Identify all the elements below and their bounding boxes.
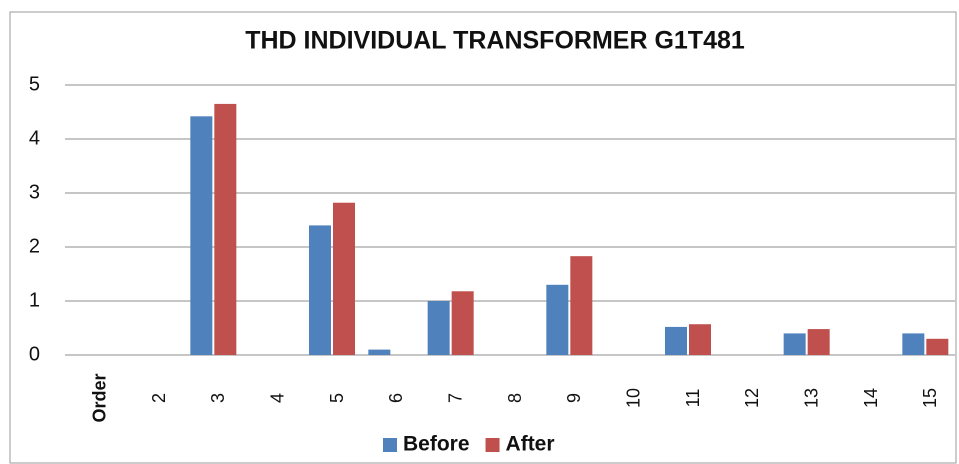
bar (427, 301, 450, 355)
bar (570, 256, 593, 355)
x-tick-label: 8 (505, 393, 525, 403)
bar (546, 284, 569, 355)
y-tick-label: 1 (29, 289, 40, 311)
bar (309, 225, 331, 355)
legend-swatch (383, 438, 397, 452)
chart-title: THD INDIVIDUAL TRANSFORMER G1T481 (245, 27, 745, 55)
bar (333, 202, 355, 355)
bar (926, 338, 949, 355)
bar (689, 324, 711, 355)
x-tick-label: 6 (386, 393, 406, 403)
bar (783, 333, 806, 355)
x-tick-label: Order (89, 373, 109, 422)
y-tick-label: 2 (29, 235, 40, 257)
x-tick-label: 2 (149, 393, 169, 403)
x-tick-label: 12 (742, 388, 762, 408)
legend-swatch (485, 438, 500, 452)
bar (368, 349, 391, 355)
x-tick-label: 3 (208, 393, 228, 403)
bar (665, 326, 687, 355)
bar (214, 103, 237, 356)
x-tick-label: 11 (683, 389, 703, 408)
y-tick-label: 5 (29, 73, 40, 95)
x-tick-label: 5 (327, 393, 347, 403)
y-tick-label: 4 (29, 127, 40, 149)
chart-frame (9, 11, 957, 464)
y-tick-label: 3 (29, 181, 40, 203)
y-tick-label: 0 (29, 343, 40, 365)
x-tick-label: 13 (801, 388, 821, 408)
x-tick-label: 4 (267, 393, 287, 403)
bar (807, 329, 830, 355)
x-tick-label: 15 (920, 388, 940, 408)
bar (451, 291, 474, 355)
x-tick-label: 9 (564, 393, 584, 403)
bar (190, 116, 213, 355)
bar (902, 333, 925, 355)
x-tick-label: 7 (445, 393, 465, 403)
x-tick-label: 10 (623, 388, 643, 408)
legend-label: Before (403, 433, 470, 456)
legend-label: After (506, 433, 555, 456)
x-tick-label: 14 (861, 388, 881, 408)
